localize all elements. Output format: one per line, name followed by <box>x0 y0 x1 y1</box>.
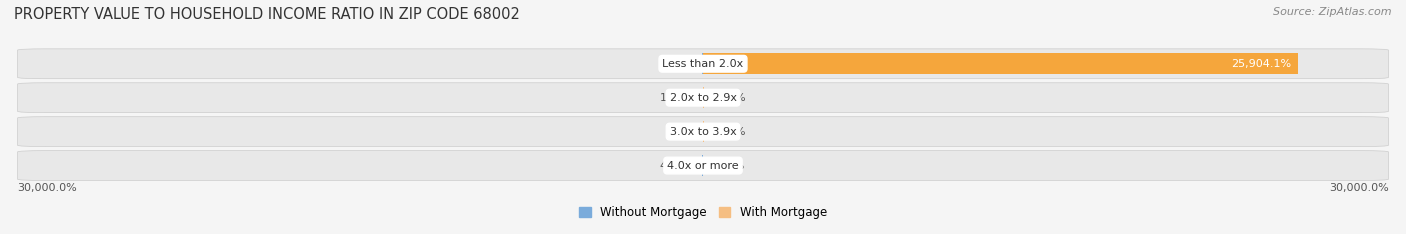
FancyBboxPatch shape <box>17 117 1389 146</box>
Text: 2.0x to 2.9x: 2.0x to 2.9x <box>669 93 737 103</box>
Text: PROPERTY VALUE TO HOUSEHOLD INCOME RATIO IN ZIP CODE 68002: PROPERTY VALUE TO HOUSEHOLD INCOME RATIO… <box>14 7 520 22</box>
Text: 25,904.1%: 25,904.1% <box>1230 59 1291 69</box>
Text: 44.2%: 44.2% <box>711 93 747 103</box>
Text: 3.0x to 3.9x: 3.0x to 3.9x <box>669 127 737 137</box>
FancyBboxPatch shape <box>17 49 1389 79</box>
Text: 7.4%: 7.4% <box>668 127 696 137</box>
Text: 30,000.0%: 30,000.0% <box>17 183 77 193</box>
Text: Less than 2.0x: Less than 2.0x <box>662 59 744 69</box>
Legend: Without Mortgage, With Mortgage: Without Mortgage, With Mortgage <box>574 202 832 224</box>
Text: 47.8%: 47.8% <box>659 161 695 171</box>
Text: 24.4%: 24.4% <box>659 59 696 69</box>
Text: Source: ZipAtlas.com: Source: ZipAtlas.com <box>1274 7 1392 17</box>
FancyBboxPatch shape <box>17 83 1389 113</box>
Text: 4.0x or more: 4.0x or more <box>668 161 738 171</box>
Text: 22.6%: 22.6% <box>710 127 747 137</box>
Text: 10.0%: 10.0% <box>710 161 745 171</box>
Text: 19.1%: 19.1% <box>661 93 696 103</box>
Text: 30,000.0%: 30,000.0% <box>1329 183 1389 193</box>
FancyBboxPatch shape <box>17 151 1389 180</box>
Bar <box>703 53 1298 74</box>
